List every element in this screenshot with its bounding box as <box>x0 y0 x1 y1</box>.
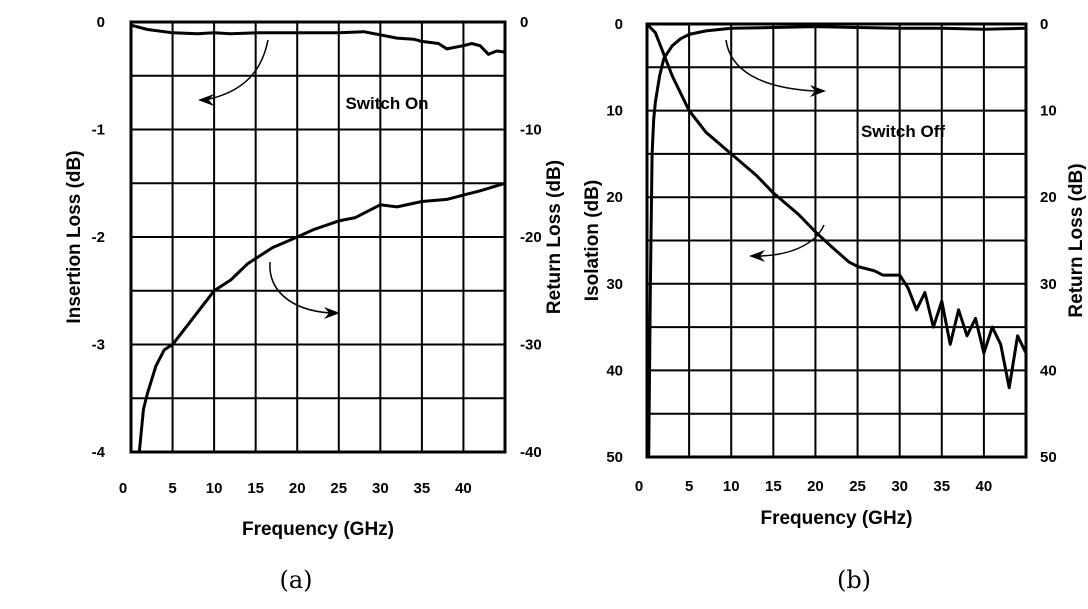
y-tick-label: 30 <box>606 276 623 293</box>
arrow-head-icon <box>198 94 214 106</box>
annotation-label: Switch Off <box>861 122 945 141</box>
y2-tick-label: 10 <box>1040 103 1057 120</box>
x-axis-label: Frequency (GHz) <box>760 508 912 529</box>
x-tick-label: 25 <box>330 480 347 497</box>
x-tick-label: 30 <box>372 480 389 497</box>
y-tick-label: -2 <box>92 229 105 246</box>
y2-tick-label: 0 <box>520 14 528 31</box>
y-tick-label: 20 <box>606 189 623 206</box>
chart-panel-b: 0 5 10 15 20 25 30 35 40 0 10 20 30 40 50 0 10 20 30 40 50 Fr… <box>582 16 1087 594</box>
plot-frame <box>129 20 507 454</box>
y2-tick-label: -10 <box>520 122 542 139</box>
y2-tick-label: -30 <box>520 337 542 354</box>
x-tick-label: 30 <box>891 478 908 495</box>
x-tick-label: 15 <box>247 480 264 497</box>
y2-tick-label: -20 <box>520 229 542 246</box>
series-line-return-loss <box>137 181 506 453</box>
arrow-head-icon <box>324 307 340 319</box>
y2-tick-label: 20 <box>1040 189 1057 206</box>
series-line-isolation <box>645 22 1028 390</box>
x-tick-label: 40 <box>976 478 993 495</box>
y-tick-label: 0 <box>615 16 623 33</box>
y2-tick-label: 0 <box>1040 16 1048 33</box>
annotation-label: Switch On <box>345 94 428 113</box>
chart-panel-a: 0 5 10 15 20 25 30 35 400-1-2-3-40-10-20-30-40Fr… <box>64 14 565 594</box>
arrow-curve <box>759 224 825 257</box>
x-tick-label: 35 <box>414 480 431 497</box>
x-tick-label: 15 <box>765 478 782 495</box>
y-tick-label: 0 <box>97 14 105 31</box>
series-line-return-loss <box>647 25 1027 458</box>
x-tick-label: 40 <box>455 480 472 497</box>
y-axis-label: Isolation (dB) <box>582 180 603 301</box>
x-tick-label: 10 <box>206 480 223 497</box>
plot-frame <box>645 22 1028 459</box>
arrow-curve <box>269 261 331 314</box>
y-tick-label: -4 <box>92 444 106 461</box>
x-tick-label: 35 <box>933 478 950 495</box>
y2-axis-label: Return Loss (dB) <box>1066 163 1087 317</box>
x-tick-label: 20 <box>807 478 824 495</box>
x-tick-label: 5 <box>168 480 176 497</box>
y-tick-label: 40 <box>606 362 623 379</box>
y-axis-label: Insertion Loss (dB) <box>64 150 85 323</box>
y2-tick-label: -40 <box>520 444 542 461</box>
figure-caption: (b) <box>837 566 871 594</box>
y2-tick-label: 30 <box>1040 276 1057 293</box>
arrow-head-icon <box>749 250 765 262</box>
y-tick-label: 10 <box>606 103 623 120</box>
series-line-insertion-loss <box>130 23 506 56</box>
arrow-head-icon <box>810 85 826 97</box>
y2-axis-label: Return Loss (dB) <box>544 160 565 314</box>
x-tick-label: 5 <box>685 478 693 495</box>
x-tick-label: 25 <box>849 478 866 495</box>
figure-caption: (a) <box>279 566 312 594</box>
x-axis-label: Frequency (GHz) <box>242 519 394 540</box>
x-tick-label: 0 <box>635 478 643 495</box>
x-tick-label: 20 <box>289 480 306 497</box>
y2-tick-label: 50 <box>1040 449 1057 466</box>
y-tick-label: 50 <box>606 449 623 466</box>
y2-tick-label: 40 <box>1040 362 1057 379</box>
arrow-curve <box>725 39 816 92</box>
y-tick-label: -1 <box>92 122 105 139</box>
y-tick-label: -3 <box>92 337 105 354</box>
x-tick-label: 10 <box>723 478 740 495</box>
x-tick-label: 0 <box>119 480 127 497</box>
arrow-curve <box>204 39 269 101</box>
